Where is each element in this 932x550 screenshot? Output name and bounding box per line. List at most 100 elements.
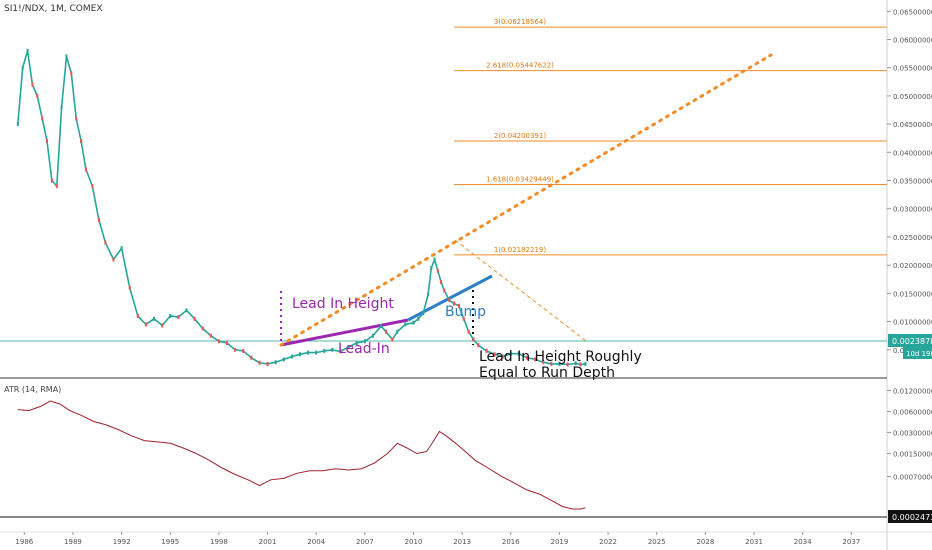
price-point <box>517 351 520 356</box>
price-point <box>436 268 439 273</box>
price-point <box>75 116 78 121</box>
price-point <box>363 339 366 344</box>
price-point <box>266 361 269 366</box>
time-axis-tick-label: 1995 <box>161 538 179 546</box>
price-point <box>50 178 53 183</box>
price-point <box>250 355 253 360</box>
atr-value-badge <box>888 510 932 523</box>
lead-in-trendline <box>280 318 409 347</box>
price-point <box>391 337 394 342</box>
price-point <box>355 341 358 345</box>
price-point <box>84 167 87 172</box>
price-point <box>412 320 415 325</box>
price-point <box>493 352 496 357</box>
price-point <box>579 362 582 367</box>
price-point <box>26 48 29 53</box>
price-point <box>566 362 569 367</box>
annotation-lead-in: Lead-In <box>338 341 390 357</box>
extension-dotted-line <box>279 53 773 347</box>
price-point <box>380 324 383 329</box>
price-point <box>433 257 436 262</box>
atr-axis-tick-label: 0.00070000 <box>893 474 932 482</box>
price-point <box>384 329 387 334</box>
price-point <box>41 116 44 121</box>
price-axis-tick-label: 0.02000000 <box>893 262 932 270</box>
price-point <box>226 341 228 345</box>
price-axis-tick-label: 0.06500000 <box>893 8 932 16</box>
price-point <box>427 292 430 297</box>
price-point <box>97 218 100 222</box>
price-point <box>443 288 446 293</box>
time-axis-tick-label: 2025 <box>648 538 666 546</box>
time-axis-tick-label: 1998 <box>210 538 228 546</box>
price-point <box>472 337 475 342</box>
price-point <box>457 303 460 308</box>
price-axis-tick-label: 0.06000000 <box>893 36 932 44</box>
atr-value-label: 0.00024739 <box>892 513 932 522</box>
time-axis-tick-label: 2034 <box>794 538 812 546</box>
price-point <box>234 347 237 352</box>
chart-title: SI1!/NDX, 1M, COMEX <box>4 4 103 14</box>
price-point <box>104 240 107 245</box>
price-point <box>347 345 350 349</box>
price-point <box>307 350 310 355</box>
price-point <box>16 122 19 127</box>
atr-axis-tick-label: 0.01200000 <box>893 388 932 396</box>
price-point <box>120 246 123 251</box>
time-axis-tick-label: 2007 <box>356 538 374 546</box>
price-point <box>331 347 334 352</box>
price-point <box>453 301 455 306</box>
price-point <box>282 357 285 362</box>
price-point <box>65 54 68 59</box>
price-point <box>467 329 470 334</box>
price-axis-tick-label: 0.02500000 <box>893 234 932 242</box>
price-point <box>201 326 204 331</box>
time-axis-tick-label: 2010 <box>405 538 423 546</box>
bump-trendline <box>407 274 493 322</box>
price-axis-tick-label: 0.03000000 <box>893 206 932 214</box>
price-point <box>448 298 451 303</box>
price-point <box>462 316 465 321</box>
price-point <box>534 357 537 362</box>
price-axis-tick-label: 0.01500000 <box>893 290 932 298</box>
price-axis-tick-label: 0.04000000 <box>893 149 932 157</box>
price-axis-tick-label: 0.05500000 <box>893 65 932 73</box>
price-point <box>217 339 220 344</box>
time-axis-tick-label: 2016 <box>502 538 520 546</box>
fib-level-label: 3(0.06218564) <box>494 18 546 26</box>
price-point <box>46 139 48 143</box>
atr-series-line <box>17 400 586 510</box>
price-axis-tick-label: 0.04500000 <box>893 121 932 129</box>
price-point <box>315 350 318 355</box>
price-point <box>112 257 115 262</box>
price-series-line <box>17 50 586 366</box>
price-point <box>542 360 545 365</box>
price-point <box>323 348 326 353</box>
time-axis-tick-label: 1992 <box>113 538 131 546</box>
countdown-badge <box>903 347 932 359</box>
price-point <box>169 313 172 318</box>
time-axis-tick-label: 2031 <box>745 538 763 546</box>
price-point <box>80 139 83 143</box>
time-axis-tick-label: 2037 <box>842 538 860 546</box>
price-point <box>193 316 196 321</box>
price-point <box>177 315 180 320</box>
price-axis-tick-label: 0.03500000 <box>893 178 932 186</box>
price-point <box>404 322 407 327</box>
annotation-lead-in-height: Lead In Height <box>292 296 394 312</box>
price-point <box>396 329 399 334</box>
price-point <box>36 93 39 98</box>
price-point <box>558 361 561 366</box>
price-point <box>477 343 480 348</box>
price-point <box>584 361 587 366</box>
atr-axis-tick-label: 0.00150000 <box>893 451 932 459</box>
price-point <box>526 355 528 360</box>
countdown-label: 10d 19h <box>906 350 932 358</box>
price-point <box>161 323 164 328</box>
annotation-note-line1: Lead In Height Roughly <box>479 349 642 365</box>
price-point <box>372 333 374 338</box>
price-point <box>185 308 188 313</box>
price-point <box>274 360 277 365</box>
price-point <box>91 184 94 189</box>
